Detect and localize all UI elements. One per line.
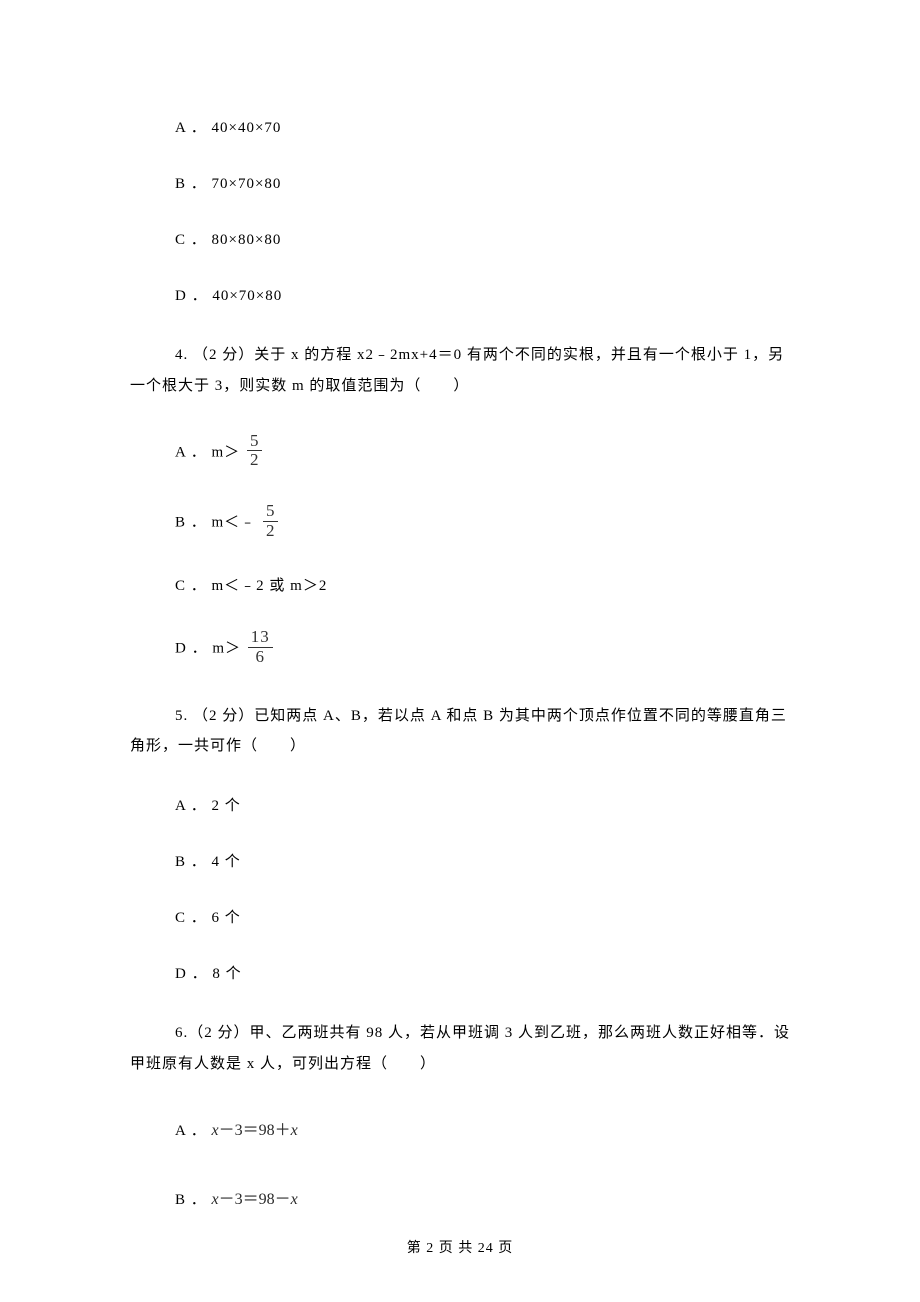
q6-stem: 6.（2 分）甲、乙两班共有 98 人，若从甲班调 3 人到乙班，那么两班人数正… [130, 1002, 790, 1096]
formula-var: x [212, 1191, 219, 1208]
q4-option-b: B ． m＜﹣ 52 [130, 488, 790, 558]
frac-den: 2 [247, 451, 263, 470]
q5-option-c: C ． 6 个 [130, 890, 790, 946]
frac-num: 5 [263, 502, 279, 522]
frac-num: 13 [248, 628, 273, 648]
frac-den: 2 [263, 522, 279, 541]
fraction-icon: 52 [263, 502, 279, 540]
q6-a-prefix: A ． [175, 1123, 212, 1139]
fraction-icon: 136 [248, 628, 273, 666]
q4-b-prefix: B ． m＜﹣ [175, 515, 261, 531]
q5-option-b: B ． 4 个 [130, 834, 790, 890]
q4-option-c: C ． m＜﹣2 或 m＞2 [130, 558, 790, 614]
fraction-icon: 52 [247, 432, 263, 470]
formula-op: －3＝98－ [219, 1191, 291, 1208]
formula-var: x [291, 1122, 298, 1139]
q5-option-a: A ． 2 个 [130, 778, 790, 834]
q3-option-d: D ． 40×70×80 [130, 268, 790, 324]
q4-option-d: D ． m＞ 136 [130, 614, 790, 684]
q3-option-c: C ． 80×80×80 [130, 212, 790, 268]
q6-option-a: A ． x－3＝98＋x [130, 1096, 790, 1166]
formula-var: x [212, 1122, 219, 1139]
q5-option-d: D ． 8 个 [130, 946, 790, 1002]
formula-op: －3＝98＋ [219, 1122, 291, 1139]
q6-option-b: B ． x－3＝98－x [130, 1165, 790, 1235]
formula-image: x－3＝98－x [212, 1187, 298, 1213]
q3-option-b: B ． 70×70×80 [130, 156, 790, 212]
q6-b-prefix: B ． [175, 1192, 212, 1208]
page: A ． 40×40×70 B ． 70×70×80 C ． 80×80×80 D… [0, 0, 920, 1302]
formula-var: x [291, 1191, 298, 1208]
q4-d-prefix: D ． m＞ [175, 641, 246, 657]
q3-option-a: A ． 40×40×70 [130, 100, 790, 156]
formula-image: x－3＝98＋x [212, 1118, 298, 1144]
q4-a-prefix: A ． m＞ [175, 444, 245, 460]
frac-num: 5 [247, 432, 263, 452]
q5-stem: 5. （2 分）已知两点 A、B，若以点 A 和点 B 为其中两个顶点作位置不同… [130, 685, 790, 779]
q4-option-a: A ． m＞ 52 [130, 418, 790, 488]
page-footer: 第 2 页 共 24 页 [0, 1237, 920, 1257]
q4-stem: 4. （2 分）关于 x 的方程 x2﹣2mx+4＝0 有两个不同的实根，并且有… [130, 324, 790, 418]
frac-den: 6 [248, 648, 273, 667]
